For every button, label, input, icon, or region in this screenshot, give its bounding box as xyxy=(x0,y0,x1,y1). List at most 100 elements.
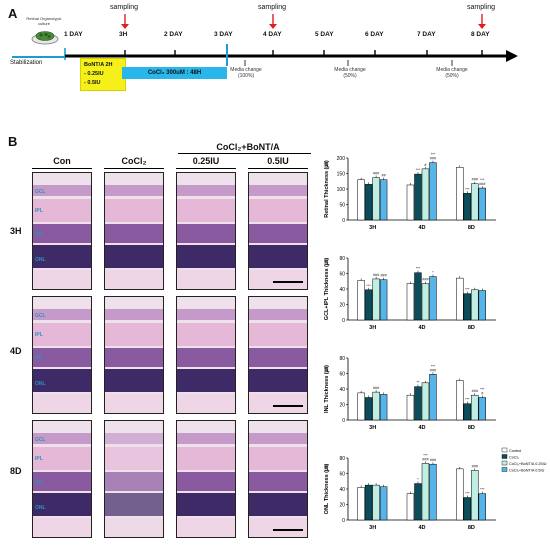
retina-layer-band xyxy=(33,224,91,243)
retina-layer-band xyxy=(33,184,91,197)
retina-layer-band xyxy=(249,446,307,470)
significance-marker: *** xyxy=(480,388,485,392)
bont-treatment-box: BoNT/A 2H - 0.25IU - 0.5IU xyxy=(80,58,126,91)
row-label-4d: 4D xyxy=(10,346,22,356)
significance-marker: # xyxy=(424,163,427,167)
category-label: 4D xyxy=(418,225,425,231)
bar xyxy=(379,486,388,521)
tick-8day: 8 DAY xyxy=(471,31,490,38)
retina-layer-band xyxy=(105,518,163,537)
histology-panel-8D-3 xyxy=(248,420,308,538)
retina-layer-band xyxy=(177,184,235,197)
category-label: 4D xyxy=(418,325,425,331)
significance-marker: ### xyxy=(422,278,429,282)
bar xyxy=(463,403,471,421)
y-tick-label: 60 xyxy=(339,372,345,378)
y-axis-label: GCL+IPL Thickness (㎛) xyxy=(324,258,331,321)
col-header-cocl2: CoCl₂ xyxy=(121,156,147,166)
y-axis-label: Retinal Thickness (㎛) xyxy=(324,160,331,218)
y-tick-label: 200 xyxy=(337,156,346,162)
y-tick-label: 40 xyxy=(339,287,345,293)
row-label-8d: 8D xyxy=(10,466,22,476)
y-tick-label: 0 xyxy=(342,218,345,224)
significance-marker: ### xyxy=(373,172,380,176)
significance-marker: * xyxy=(417,478,419,482)
histology-panel-3H-0: GCL IPL INL ONL xyxy=(32,172,92,290)
retina-layer-band xyxy=(249,368,307,393)
significance-marker: ** xyxy=(416,381,419,385)
y-tick-label: 40 xyxy=(339,487,345,493)
bar xyxy=(357,179,365,221)
scale-bar xyxy=(273,529,303,531)
category-label: 3H xyxy=(369,225,376,231)
timeline-arrowhead xyxy=(506,50,518,62)
bar xyxy=(357,280,365,321)
retina-layer-band xyxy=(105,244,163,269)
retina-layer-band xyxy=(177,244,235,269)
y-tick-label: 100 xyxy=(337,187,346,193)
bar xyxy=(421,382,430,421)
tick-6day: 6 DAY xyxy=(365,31,384,38)
bar xyxy=(364,484,373,521)
histology-panel-8D-2 xyxy=(176,420,236,538)
bar xyxy=(463,193,471,221)
retina-layer-band xyxy=(33,308,91,321)
retina-layer-band xyxy=(33,368,91,393)
y-axis-label: ONL Thickness (㎛) xyxy=(324,464,331,515)
significance-marker: ## xyxy=(381,174,386,178)
bont-box-line-1: BoNT/A 2H xyxy=(84,62,113,68)
retina-layer-band xyxy=(177,446,235,470)
bar xyxy=(357,392,365,421)
significance-marker: *** xyxy=(416,267,421,271)
retina-layer-band xyxy=(177,492,235,517)
y-tick-label: 0 xyxy=(342,418,345,424)
histology-panel-4D-1 xyxy=(104,296,164,414)
bar xyxy=(471,394,479,421)
retina-layer-band xyxy=(249,492,307,517)
retina-layer-band xyxy=(249,518,307,537)
tick-1day: 1 DAY xyxy=(64,31,83,38)
sampling-label-3h: sampling xyxy=(110,4,139,11)
retina-layer-band xyxy=(177,348,235,367)
retina-layer-band xyxy=(177,368,235,393)
layer-label: GCL xyxy=(35,313,46,320)
y-tick-label: 40 xyxy=(339,387,345,393)
category-label: 3H xyxy=(369,325,376,331)
histology-panel-3H-1 xyxy=(104,172,164,290)
retina-layer-band xyxy=(105,322,163,346)
legend-label: CoCl₂+BoNT/A 0.25IU xyxy=(509,462,547,466)
bar xyxy=(406,493,415,521)
bar xyxy=(456,468,464,521)
bar xyxy=(372,484,380,521)
layer-label: INL xyxy=(35,231,44,237)
significance-marker: ### xyxy=(472,178,479,182)
histology-panel-8D-1 xyxy=(104,420,164,538)
significance-marker: *** xyxy=(431,153,436,157)
retina-layer-band xyxy=(105,492,163,517)
significance-marker: ### xyxy=(380,274,387,278)
bar xyxy=(364,397,373,421)
bar xyxy=(456,277,464,321)
retina-layer-band xyxy=(249,270,307,289)
layer-label: GCL xyxy=(35,437,46,444)
retina-layer-band xyxy=(33,472,91,491)
significance-marker: ### xyxy=(479,182,486,186)
retina-layer-band xyxy=(105,432,163,445)
significance-marker: *** xyxy=(366,284,371,288)
y-tick-label: 80 xyxy=(339,356,345,362)
bar xyxy=(471,289,479,321)
tick-4day: 4 DAY xyxy=(263,31,282,38)
significance-marker: * xyxy=(432,271,434,275)
layer-label: ONL xyxy=(35,256,46,263)
retina-layer-band xyxy=(105,394,163,413)
retina-layer-band xyxy=(177,198,235,222)
category-label: 4D xyxy=(418,425,425,431)
bar xyxy=(463,497,471,521)
sampling-label-4day: sampling xyxy=(258,4,287,11)
retina-layer-band xyxy=(33,244,91,269)
retina-layer-band xyxy=(177,270,235,289)
tick-2day: 2 DAY xyxy=(164,31,183,38)
category-label: 8D xyxy=(468,525,475,531)
retina-layer-band xyxy=(105,308,163,321)
significance-marker: ### xyxy=(430,157,437,161)
